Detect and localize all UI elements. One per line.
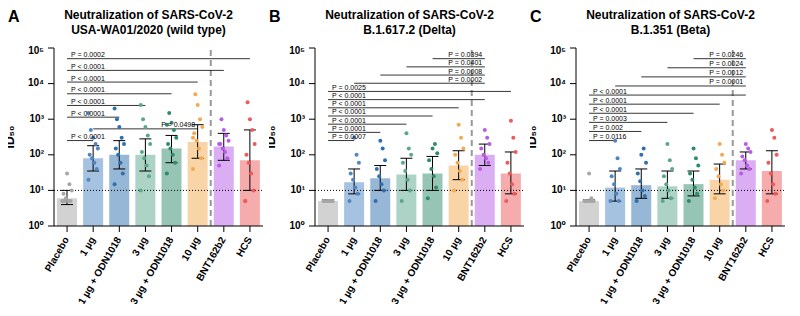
svg-text:10 µg: 10 µg bbox=[179, 235, 201, 263]
svg-text:P < 0.0001: P < 0.0001 bbox=[593, 97, 627, 104]
html-text:Neutralization of SARS-CoV-2 B: Neutralization of SARS-CoV-2 B.1.351 (Be… bbox=[586, 8, 755, 37]
svg-text:10⁴: 10⁴ bbox=[28, 77, 44, 88]
svg-text:P = 0.0246: P = 0.0246 bbox=[709, 51, 743, 58]
svg-text:10⁵: 10⁵ bbox=[28, 45, 44, 56]
svg-text:P < 0.0001: P < 0.0001 bbox=[332, 100, 366, 107]
svg-text:10¹: 10¹ bbox=[552, 184, 567, 195]
svg-text:BNT162b2: BNT162b2 bbox=[194, 234, 228, 282]
svg-text:P < 0.0001: P < 0.0001 bbox=[332, 117, 366, 124]
svg-text:10⁰: 10⁰ bbox=[550, 220, 566, 231]
svg-text:P = 0.0007: P = 0.0007 bbox=[332, 133, 366, 140]
svg-text:10⁵: 10⁵ bbox=[289, 45, 305, 56]
svg-text:P = 0.002: P = 0.002 bbox=[593, 124, 623, 131]
svg-text:10⁰: 10⁰ bbox=[28, 220, 44, 231]
svg-text:Placebo: Placebo bbox=[564, 235, 593, 274]
svg-text:ID₅₀: ID₅₀ bbox=[269, 126, 278, 149]
svg-text:P = 0.0024: P = 0.0024 bbox=[709, 60, 743, 67]
svg-text:P = 0.0001: P = 0.0001 bbox=[709, 78, 743, 85]
svg-text:10³: 10³ bbox=[552, 113, 567, 124]
svg-text:3 µg: 3 µg bbox=[391, 235, 411, 258]
svg-text:P < 0.0001: P < 0.0001 bbox=[71, 98, 105, 105]
svg-text:HCS: HCS bbox=[495, 235, 515, 259]
svg-text:10²: 10² bbox=[552, 148, 567, 159]
svg-text:Placebo: Placebo bbox=[42, 235, 71, 274]
svg-text:1 µg: 1 µg bbox=[339, 235, 359, 258]
svg-text:P = 0.0025: P = 0.0025 bbox=[332, 84, 366, 91]
svg-text:3 µg + ODN1018: 3 µg + ODN1018 bbox=[128, 234, 176, 304]
svg-text:3 µg: 3 µg bbox=[130, 235, 150, 258]
svg-text:P = 0.0002: P = 0.0002 bbox=[448, 76, 482, 83]
svg-text:10 µg: 10 µg bbox=[440, 235, 462, 263]
svg-text:P = 0.0001: P = 0.0001 bbox=[332, 125, 366, 132]
svg-text:P = 0.0008: P = 0.0008 bbox=[448, 68, 482, 75]
html-text:A: A bbox=[8, 8, 20, 25]
svg-text:10 µg: 10 µg bbox=[701, 235, 723, 263]
svg-text:10²: 10² bbox=[30, 148, 45, 159]
svg-text:BNT162b2: BNT162b2 bbox=[455, 234, 489, 282]
svg-text:10²: 10² bbox=[291, 148, 306, 159]
svg-text:P < 0.0001: P < 0.0001 bbox=[71, 110, 105, 117]
svg-text:BNT162b2: BNT162b2 bbox=[716, 234, 750, 282]
svg-text:HCS: HCS bbox=[234, 235, 254, 259]
svg-text:P < 0.0001: P < 0.0001 bbox=[71, 86, 105, 93]
svg-text:P = 0.0002: P = 0.0002 bbox=[71, 51, 105, 58]
svg-text:ID₅₀: ID₅₀ bbox=[530, 126, 539, 149]
svg-text:P < 0.0001: P < 0.0001 bbox=[332, 92, 366, 99]
svg-text:3 µg: 3 µg bbox=[652, 235, 672, 258]
svg-text:10⁴: 10⁴ bbox=[550, 77, 566, 88]
svg-text:ID₅₀: ID₅₀ bbox=[8, 126, 17, 149]
svg-text:3 µg + ODN1018: 3 µg + ODN1018 bbox=[389, 234, 437, 304]
svg-text:P < 0.0001: P < 0.0001 bbox=[71, 63, 105, 70]
html-text:Neutralization of SARS-CoV-2 U: Neutralization of SARS-CoV-2 USA-WA01/20… bbox=[64, 8, 233, 37]
svg-text:10¹: 10¹ bbox=[291, 184, 306, 195]
html-text:C: C bbox=[530, 8, 542, 25]
svg-text:10³: 10³ bbox=[291, 113, 306, 124]
svg-text:P < 0.0001: P < 0.0001 bbox=[71, 75, 105, 82]
svg-text:HCS: HCS bbox=[756, 235, 776, 259]
svg-text:10¹: 10¹ bbox=[30, 184, 45, 195]
svg-text:P < 0.0001: P < 0.0001 bbox=[593, 88, 627, 95]
svg-text:1 µg + ODN1018: 1 µg + ODN1018 bbox=[337, 234, 385, 304]
svg-text:10⁴: 10⁴ bbox=[289, 77, 305, 88]
svg-text:Placebo: Placebo bbox=[303, 235, 332, 274]
svg-text:10³: 10³ bbox=[30, 113, 45, 124]
svg-text:3 µg + ODN1018: 3 µg + ODN1018 bbox=[650, 234, 698, 304]
html-text:B: B bbox=[269, 8, 281, 25]
svg-text:P = 0.0498: P = 0.0498 bbox=[161, 121, 195, 128]
svg-text:1 µg: 1 µg bbox=[78, 235, 98, 258]
svg-text:1 µg: 1 µg bbox=[600, 235, 620, 258]
svg-text:P = 0.0012: P = 0.0012 bbox=[709, 69, 743, 76]
svg-text:1 µg + ODN1018: 1 µg + ODN1018 bbox=[76, 234, 124, 304]
svg-text:1 µg + ODN1018: 1 µg + ODN1018 bbox=[598, 234, 646, 304]
svg-text:10⁰: 10⁰ bbox=[289, 220, 305, 231]
svg-text:P < 0.0001: P < 0.0001 bbox=[593, 106, 627, 113]
html-text:Neutralization of SARS-CoV-2 B: Neutralization of SARS-CoV-2 B.1.617.2 (… bbox=[325, 8, 494, 37]
svg-text:P = 0.0401: P = 0.0401 bbox=[448, 59, 482, 66]
svg-text:P = 0.0116: P = 0.0116 bbox=[593, 133, 627, 140]
svg-text:P = 0.0394: P = 0.0394 bbox=[448, 51, 482, 58]
svg-text:P = 0.0003: P = 0.0003 bbox=[593, 115, 627, 122]
svg-text:P < 0.0001: P < 0.0001 bbox=[71, 133, 105, 140]
svg-text:10⁵: 10⁵ bbox=[550, 45, 566, 56]
svg-text:P < 0.0001: P < 0.0001 bbox=[332, 108, 366, 115]
